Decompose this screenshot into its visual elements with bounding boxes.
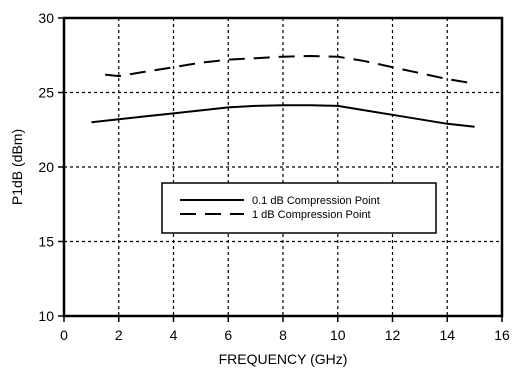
series-layer xyxy=(91,55,475,128)
y-tick-label: 10 xyxy=(38,308,54,324)
y-tick-label: 25 xyxy=(38,85,54,101)
x-tick-label: 12 xyxy=(385,327,401,343)
grid xyxy=(64,18,502,316)
ticks: 0 2 4 6 8 10 12 14 16 10 15 20 25 30 xyxy=(38,10,510,343)
x-axis-title: FREQUENCY (GHz) xyxy=(219,351,348,367)
series-line-2 xyxy=(104,55,475,85)
x-tick-label: 4 xyxy=(170,327,178,343)
y-axis-title: P1dB (dBm) xyxy=(9,129,25,205)
y-tick-label: 15 xyxy=(38,234,54,250)
legend-label-2: 1 dB Compression Point xyxy=(252,209,371,221)
x-tick-label: 6 xyxy=(224,327,232,343)
legend-label-1: 0.1 dB Compression Point xyxy=(252,195,380,207)
y-tick-label: 30 xyxy=(38,10,54,26)
series-line-1 xyxy=(91,104,475,128)
legend-box xyxy=(161,182,437,234)
x-tick-label: 16 xyxy=(494,327,510,343)
x-tick-label: 8 xyxy=(279,327,287,343)
y-tick-label: 20 xyxy=(38,159,54,175)
x-tick-label: 0 xyxy=(60,327,68,343)
x-tick-label: 2 xyxy=(115,327,123,343)
x-tick-label: 14 xyxy=(439,327,455,343)
legend: 0.1 dB Compression Point 1 dB Compression… xyxy=(161,182,437,234)
x-tick-label: 10 xyxy=(330,327,346,343)
